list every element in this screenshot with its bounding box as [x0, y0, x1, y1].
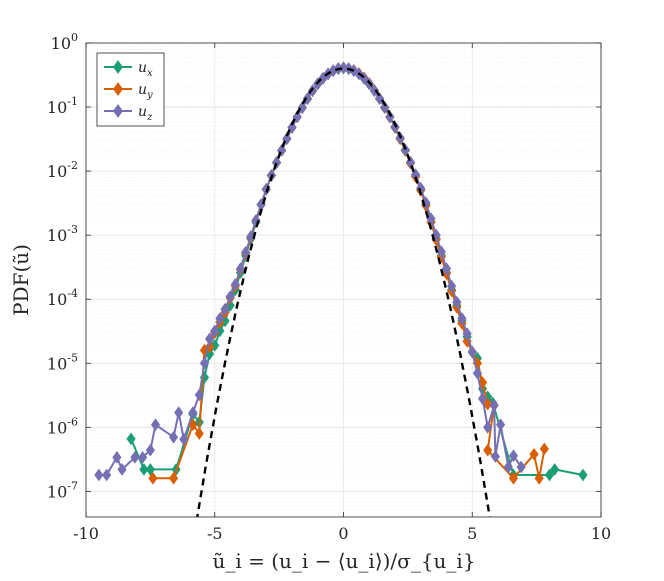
legend-label-u-y: uy: [138, 82, 153, 101]
data-point-u-z: [174, 406, 184, 419]
x-tick-label: 10: [591, 524, 611, 543]
data-point-u-z: [462, 327, 472, 341]
data-point-u-z: [130, 450, 140, 464]
legend: ux uy uz: [96, 52, 165, 127]
data-point-u-z: [179, 432, 189, 446]
data-point-u-x: [578, 468, 588, 482]
data-point-u-z: [385, 110, 395, 124]
data-point-u-z: [194, 388, 204, 402]
y-tick-label: 10-5: [47, 351, 78, 373]
legend-label-u-x: ux: [138, 60, 153, 79]
data-point-u-z: [235, 262, 246, 276]
data-point-u-z: [477, 392, 488, 406]
series-u-z: [94, 61, 526, 482]
data-point-u-z: [145, 443, 156, 457]
data-point-u-z: [241, 245, 251, 259]
data-point-u-z: [503, 460, 513, 474]
data-point-u-y: [529, 447, 539, 461]
data-point-u-z: [436, 245, 446, 259]
data-point-u-y: [148, 471, 158, 485]
data-point-u-x: [139, 463, 149, 476]
y-tick-label: 10-2: [47, 159, 78, 181]
gaussian-curve-group: [196, 67, 491, 517]
data-point-u-z: [516, 460, 526, 474]
data-point-u-x: [126, 432, 136, 446]
data-point-u-z: [489, 398, 499, 412]
data-point-u-z: [210, 324, 220, 338]
y-tick-labels: 100 10-1 10-2 10-3 10-4 10-5 10-6 10-7: [47, 31, 601, 501]
x-axis-label: ũ_i = (u_i − ⟨u_i⟩)/σ_{u_i}: [212, 549, 475, 573]
y-tick-label: 100: [51, 31, 78, 53]
y-tick-label: 10-3: [47, 223, 78, 245]
data-point-u-x: [550, 463, 560, 476]
data-point-u-z: [495, 418, 506, 432]
y-tick-label: 10-1: [47, 95, 78, 117]
data-point-u-z: [380, 100, 390, 114]
data-point-u-z: [168, 430, 179, 444]
legend-label-u-z: uz: [138, 104, 153, 123]
data-point-u-z: [490, 450, 501, 463]
data-point-u-z: [94, 468, 104, 482]
data-point-u-z: [457, 312, 467, 325]
data-point-u-z: [441, 262, 452, 276]
data-point-u-z: [188, 406, 198, 419]
data-point-u-z: [400, 143, 410, 157]
data-point-u-z: [369, 84, 380, 98]
y-axis-label: PDF(ũ): [9, 244, 33, 316]
data-point-u-y: [483, 397, 493, 411]
data-point-u-z: [452, 295, 462, 309]
data-point-u-z: [483, 420, 493, 434]
data-point-u-z: [230, 278, 240, 291]
data-point-u-z: [472, 366, 483, 380]
data-point-u-y: [194, 427, 204, 440]
gaussian-reference-curve: [196, 67, 491, 517]
data-point-u-y: [168, 471, 179, 485]
data-point-u-z: [204, 332, 215, 346]
data-point-u-y: [483, 443, 493, 457]
legend-marker-u-z: [113, 104, 123, 118]
legend-marker-u-y: [113, 82, 123, 96]
x-tick-label: -5: [207, 524, 223, 543]
data-point-u-z: [225, 290, 235, 303]
data-point-u-x: [145, 463, 156, 476]
data-point-u-y: [508, 471, 519, 485]
y-tick-label: 10-7: [47, 479, 78, 501]
data-point-u-z: [138, 450, 148, 464]
data-point-u-z: [467, 345, 477, 359]
data-point-u-z: [150, 418, 161, 432]
data-point-u-z: [302, 92, 313, 106]
data-point-u-z: [220, 302, 230, 316]
data-point-u-z: [199, 356, 210, 370]
data-point-u-z: [307, 84, 318, 98]
legend-marker-u-x: [113, 60, 123, 74]
data-point-u-z: [297, 101, 307, 115]
y-tick-label: 10-6: [47, 415, 78, 437]
x-tick-label: 0: [338, 524, 348, 543]
x-tick-labels: -10 -5 0 5 10: [73, 43, 611, 543]
data-point-u-z: [215, 312, 225, 325]
data-point-u-z: [101, 468, 112, 482]
data-point-u-y: [534, 471, 544, 485]
y-tick-label: 10-4: [47, 287, 78, 309]
data-point-u-z: [117, 463, 127, 476]
data-point-u-z: [508, 449, 519, 463]
data-point-u-x: [544, 468, 555, 482]
data-point-u-y: [539, 442, 549, 456]
x-tick-label: -10: [73, 524, 99, 543]
data-point-u-z: [447, 279, 457, 293]
data-point-u-z: [112, 450, 122, 464]
x-tick-label: 5: [467, 524, 477, 543]
